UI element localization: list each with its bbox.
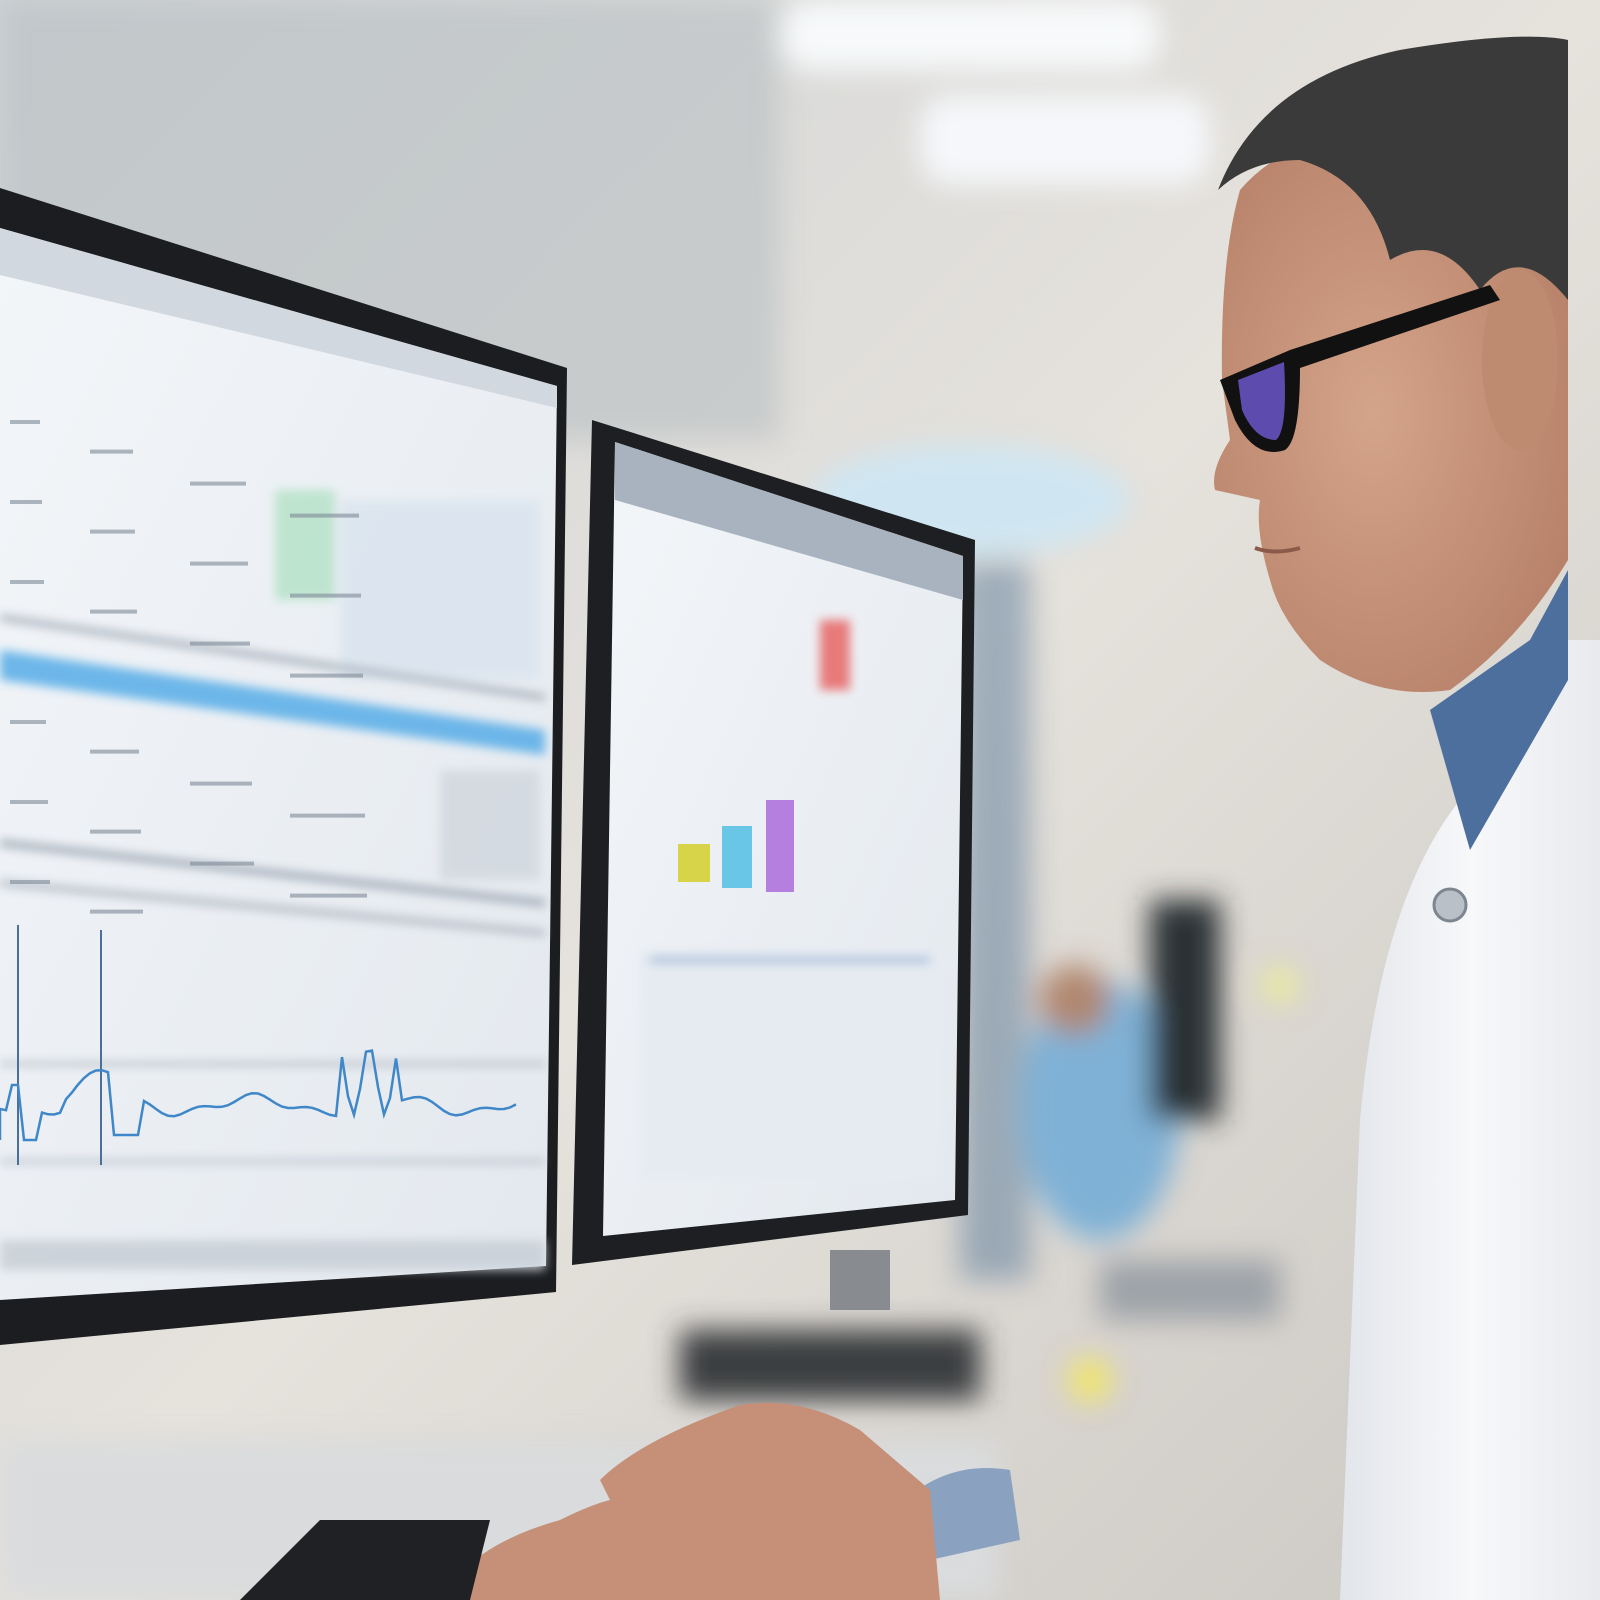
ceiling-light <box>780 0 1160 70</box>
text-line <box>190 641 250 646</box>
monitor-stand <box>830 1250 890 1310</box>
indicator-light <box>1262 967 1298 1003</box>
left-monitor-toolbar <box>0 228 557 408</box>
text-line <box>10 580 44 584</box>
green-panel <box>275 490 335 600</box>
mouth <box>1254 546 1301 554</box>
text-line <box>10 420 40 424</box>
lab-coat <box>1340 640 1600 1600</box>
table-divider <box>0 840 545 906</box>
bar <box>678 844 710 882</box>
text-line <box>10 720 46 724</box>
bar <box>766 800 794 892</box>
right-monitor-content <box>640 620 940 1180</box>
text-line <box>290 893 367 898</box>
hair <box>1218 36 1568 301</box>
bar <box>722 826 752 888</box>
side-panel <box>440 770 540 880</box>
text-line <box>10 800 48 804</box>
status-bar <box>0 1240 545 1270</box>
text-line <box>90 749 139 754</box>
keyboard-background <box>680 1330 980 1400</box>
left-monitor-screen <box>0 228 557 1300</box>
background-desk-item <box>1100 1260 1280 1320</box>
red-bar <box>820 620 850 690</box>
keyboard <box>240 1520 490 1600</box>
background-person-head <box>1040 965 1110 1035</box>
man <box>240 36 1600 1600</box>
shirt-collar <box>1430 570 1568 850</box>
right-monitor-header <box>615 442 963 600</box>
text-line <box>190 481 246 486</box>
indicator-light <box>1068 1358 1112 1402</box>
text-line <box>190 781 252 786</box>
text-line <box>290 593 361 598</box>
coat-pin <box>1432 887 1468 923</box>
text-line <box>90 909 143 914</box>
text-line <box>190 861 254 866</box>
background-person <box>1020 980 1180 1240</box>
text-line <box>290 513 359 518</box>
text-line <box>290 673 363 678</box>
grid-panel <box>340 500 540 680</box>
right-monitor-bar-chart <box>678 800 794 892</box>
ear <box>1482 270 1558 450</box>
hand <box>440 1402 940 1600</box>
text-line <box>10 500 42 504</box>
table-area <box>640 950 940 1180</box>
table-divider <box>0 880 545 936</box>
left-monitor-text-lines <box>10 420 367 914</box>
left-monitor-content <box>0 490 545 1270</box>
ceiling-light <box>920 95 1210 185</box>
waveform-line <box>0 1049 517 1142</box>
text-line <box>90 529 135 534</box>
glasses-lens <box>1238 362 1285 440</box>
text-line <box>290 813 365 818</box>
text-line <box>90 609 137 614</box>
table-divider <box>0 615 545 700</box>
background-monitor <box>1150 900 1220 1120</box>
text-line <box>90 829 141 834</box>
text-line <box>190 561 248 566</box>
glasses-frame <box>1220 285 1500 452</box>
plot-baseline <box>0 1063 545 1065</box>
highlighted-row <box>0 650 545 755</box>
text-line <box>10 880 50 884</box>
plot-axis <box>0 1160 545 1163</box>
text-line <box>90 449 133 454</box>
